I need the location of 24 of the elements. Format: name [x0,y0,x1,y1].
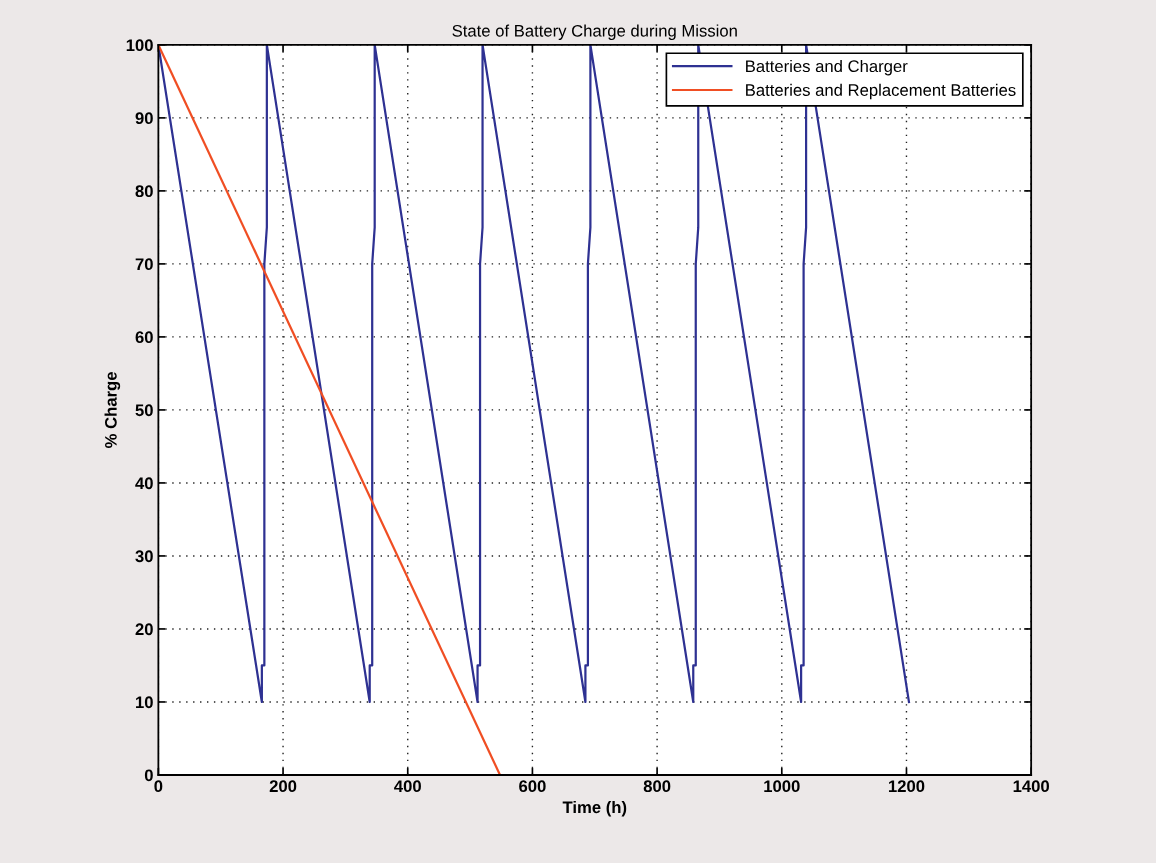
x-tick-label: 800 [643,780,671,793]
x-axis-title: Time (h) [562,800,627,817]
x-tick-label: 1000 [764,780,800,793]
y-tick-label: 70 [135,258,153,271]
y-tick-label: 100 [126,39,153,52]
legend-label: Batteries and Charger [746,59,908,76]
x-tick-label: 600 [519,780,546,793]
x-tick-label: 200 [269,780,297,793]
y-tick-label: 90 [135,112,153,125]
y-tick-label: 0 [144,769,153,782]
x-tick-label: 1400 [1013,780,1050,793]
y-tick-label: 60 [135,331,153,344]
y-tick-label: 50 [135,404,153,417]
y-tick-label: 10 [136,696,153,709]
y-tick-label: 80 [135,185,153,198]
x-tick-label: 400 [394,780,421,793]
y-tick-label: 20 [135,623,153,636]
y-axis-title: % Charge [104,372,121,448]
chart-title: State of Battery Charge during Mission [452,24,737,40]
y-tick-label: 40 [135,477,153,490]
x-tick-label: 0 [154,780,163,793]
x-tick-label: 1200 [888,780,925,793]
y-tick-label: 30 [135,550,153,563]
legend-label: Batteries and Replacement Batteries [746,83,1016,100]
